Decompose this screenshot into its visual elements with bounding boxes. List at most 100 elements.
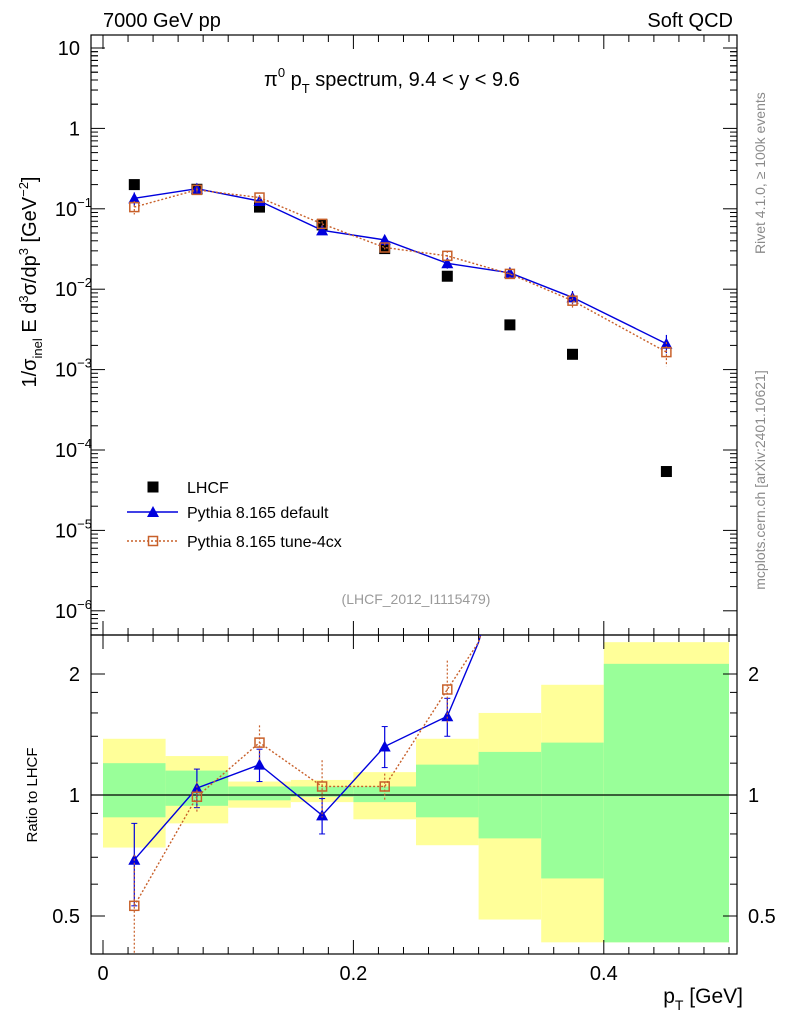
series-marker (316, 224, 329, 236)
ratio-stat-band (603, 663, 729, 943)
series-marker (378, 233, 391, 245)
main-ytick-label: 10−5 (55, 516, 92, 542)
legend-marker (147, 535, 159, 547)
ratio-ylabel: Ratio to LHCF (24, 747, 41, 842)
legend-label: Pythia 8.165 tune-4cx (187, 534, 342, 551)
mcplots-side-label: mcplots.cern.ch [arXiv:2401.10621] (752, 370, 768, 589)
series-marker (129, 201, 140, 213)
ytick-base: 10 (55, 360, 77, 382)
series-marker (504, 268, 516, 280)
legend-marker (147, 481, 159, 493)
ratio-series-marker (190, 782, 203, 794)
rivet-side-label: Rivet 4.1.0, ≥ 100k events (752, 92, 768, 254)
series-line (134, 187, 667, 345)
series-marker (441, 257, 454, 269)
series-marker (660, 466, 672, 478)
ratio-plot-data (128, 635, 482, 954)
ratio-axis-ticks: 0.5 0.5 1 1 2 2 0 0.2 0.4 (52, 635, 776, 985)
legend: LHCF Pythia 8.165 default Pythia 8.165 tun… (127, 480, 342, 551)
ratio-ytick-label-right: 2 (748, 664, 759, 686)
series-2 (129, 184, 672, 367)
ratio-series-marker (316, 781, 328, 792)
ratio-series-marker (316, 809, 329, 821)
plot-title-rest: spectrum, 9.4 < y < 9.6 (310, 69, 520, 91)
series-marker (503, 266, 516, 278)
legend-entry: LHCF (147, 480, 229, 497)
legend-entry: Pythia 8.165 default (127, 505, 329, 522)
main-ytick-label: 10−1 (55, 195, 92, 221)
ratio-ytick-label-right: 0.5 (748, 906, 776, 928)
ratio-series-line (133, 635, 482, 861)
ratio-series-marker (379, 781, 390, 792)
ratio-stat-band (103, 763, 166, 818)
legend-label: LHCF (187, 480, 229, 497)
ratio-ytick-label: 0.5 (52, 906, 80, 928)
legend-label: Pythia 8.165 default (187, 505, 329, 522)
series-marker (128, 179, 140, 191)
ytick-base: 10 (55, 440, 77, 462)
ratio-stat-band (416, 764, 479, 818)
main-ytick-label: 10−4 (55, 436, 92, 462)
main-ytick-label: 10−2 (55, 275, 92, 301)
main-ytick-label: 10−6 (55, 597, 92, 623)
series-marker (254, 201, 265, 213)
series-marker (504, 319, 516, 331)
ytick-exponent: −2 (77, 275, 92, 290)
main-ylabel-mid2: σ/dp (19, 255, 41, 295)
ratio-ytick-label-right: 1 (748, 785, 759, 807)
main-ylabel-sup3: −2 (16, 182, 31, 197)
header-right-label: Soft QCD (647, 10, 733, 32)
xlabel-p: p (663, 985, 675, 1008)
main-ylabel-mid: E d (19, 303, 41, 339)
ytick-exponent: −1 (77, 195, 92, 210)
ratio-series-marker (442, 684, 453, 695)
main-ylabel: 1/σinel E d3σ/dp3 [GeV−2] (16, 176, 45, 387)
main-ylabel-sup2: 3 (16, 248, 31, 255)
ratio-series-marker (441, 710, 454, 722)
analysis-watermark: (LHCF_2012_I1115479) (342, 591, 491, 607)
ratio-series-marker (378, 740, 391, 752)
ytick-exponent: −4 (77, 436, 92, 451)
ytick-base: 10 (55, 601, 77, 623)
header-left-label: 7000 GeV pp (103, 10, 221, 32)
series-marker (567, 348, 578, 360)
series-0 (128, 179, 672, 478)
xlabel-sub: T (675, 997, 684, 1013)
ratio-xtick-label: 0.4 (590, 963, 618, 985)
main-ylabel-sub: inel (30, 338, 45, 358)
ytick-exponent: −5 (77, 516, 92, 531)
ytick-exponent: −3 (77, 356, 92, 371)
main-plot-data (128, 179, 673, 478)
ratio-series-marker (253, 758, 266, 770)
plot-title-pi: π (264, 69, 278, 91)
series-marker (379, 242, 390, 253)
series-1 (128, 182, 673, 354)
ratio-stat-band (228, 786, 291, 801)
legend-entry: Pythia 8.165 tune-4cx (127, 534, 342, 551)
series-marker (441, 270, 453, 282)
ratio-ytick-label: 2 (69, 664, 80, 686)
main-ylabel-sup1: 3 (16, 295, 31, 302)
ytick-base: 10 (55, 199, 77, 221)
series-marker (254, 192, 265, 203)
series-marker (316, 218, 328, 230)
ratio-series-marker (254, 737, 265, 748)
ratio-series-line (133, 635, 482, 907)
ratio-series-marker (191, 791, 203, 803)
series-line (134, 189, 667, 353)
plot-title: π0 pT spectrum, 9.4 < y < 9.6 (264, 65, 520, 96)
ratio-xtick-label: 0 (97, 963, 108, 985)
plot-title-sub: T (302, 81, 310, 96)
main-ytick-label: 10−3 (55, 356, 92, 382)
ratio-xtick-label: 0.2 (339, 963, 367, 985)
ytick-base: 10 (55, 520, 77, 542)
main-ytick-label: 1 (69, 118, 80, 140)
main-ylabel-text: 1/σ (19, 358, 41, 388)
legend-marker (147, 506, 159, 517)
ratio-series-marker (129, 900, 140, 912)
series-marker (442, 250, 453, 262)
series-marker (567, 295, 578, 306)
ratio-ytick-label: 1 (69, 785, 80, 807)
